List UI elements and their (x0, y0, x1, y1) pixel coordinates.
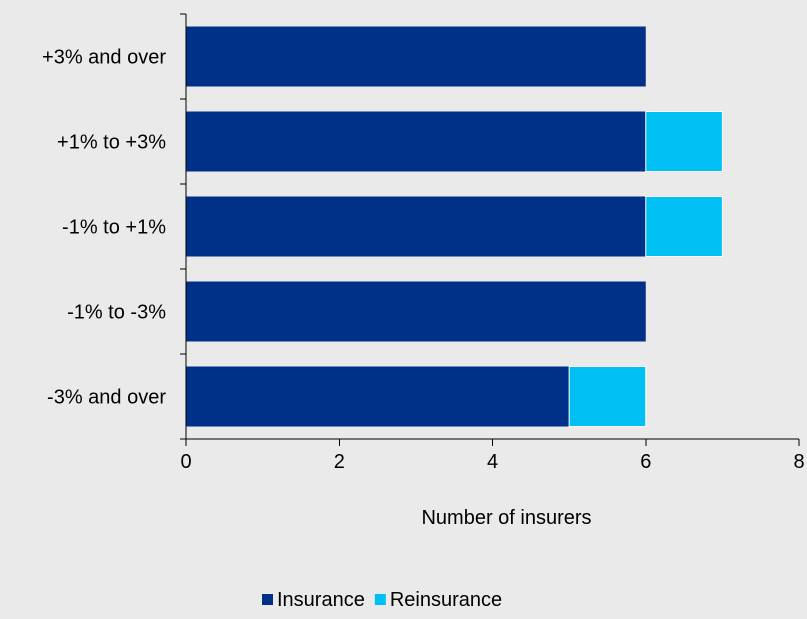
y-tick-label-minus1pct-to-plus1pct: -1% to +1% (62, 217, 166, 239)
x-tick-label-2: 2 (334, 451, 345, 473)
bar-reinsurance-plus1pct-to-plus3pct (645, 111, 723, 172)
bar-insurance-plus1pct-to-plus3pct (186, 111, 646, 172)
x-axis-title: Number of insurers (421, 507, 591, 529)
bars-group (186, 26, 723, 427)
x-axis-ticks (185, 439, 800, 446)
y-tick-label-minus1pct-to-minus3pct: -1% to -3% (67, 302, 166, 324)
legend: Insurance Reinsurance (262, 589, 502, 611)
y-axis-ticks (180, 13, 186, 440)
bar-insurance-minus3pct-and-over (186, 366, 570, 427)
bar-reinsurance-minus1pct-to-plus1pct (645, 196, 723, 257)
bar-insurance-minus1pct-to-minus3pct (186, 281, 646, 342)
legend-swatch-insurance (262, 594, 273, 605)
y-tick-label-minus3pct-and-over: -3% and over (47, 387, 166, 409)
x-tick-label-0: 0 (180, 451, 191, 473)
y-tick-label-plus3pct-and-over: +3% and over (42, 47, 166, 69)
legend-label-reinsurance: Reinsurance (390, 589, 502, 611)
bar-insurance-minus1pct-to-plus1pct (186, 196, 646, 257)
x-tick-label-4: 4 (487, 451, 498, 473)
x-axis-tick-labels: 0 2 4 6 8 (180, 451, 804, 473)
y-axis-category-labels: +3% and over +1% to +3% -1% to +1% -1% to -… (42, 47, 166, 409)
x-tick-label-8: 8 (793, 451, 804, 473)
legend-swatch-reinsurance (374, 594, 386, 605)
x-tick-label-6: 6 (640, 451, 651, 473)
bar-insurance-plus3pct-and-over (186, 26, 646, 87)
y-tick-label-plus1pct-to-plus3pct: +1% to +3% (57, 132, 166, 154)
bar-reinsurance-minus3pct-and-over (568, 366, 647, 427)
legend-label-insurance: Insurance (277, 589, 365, 611)
